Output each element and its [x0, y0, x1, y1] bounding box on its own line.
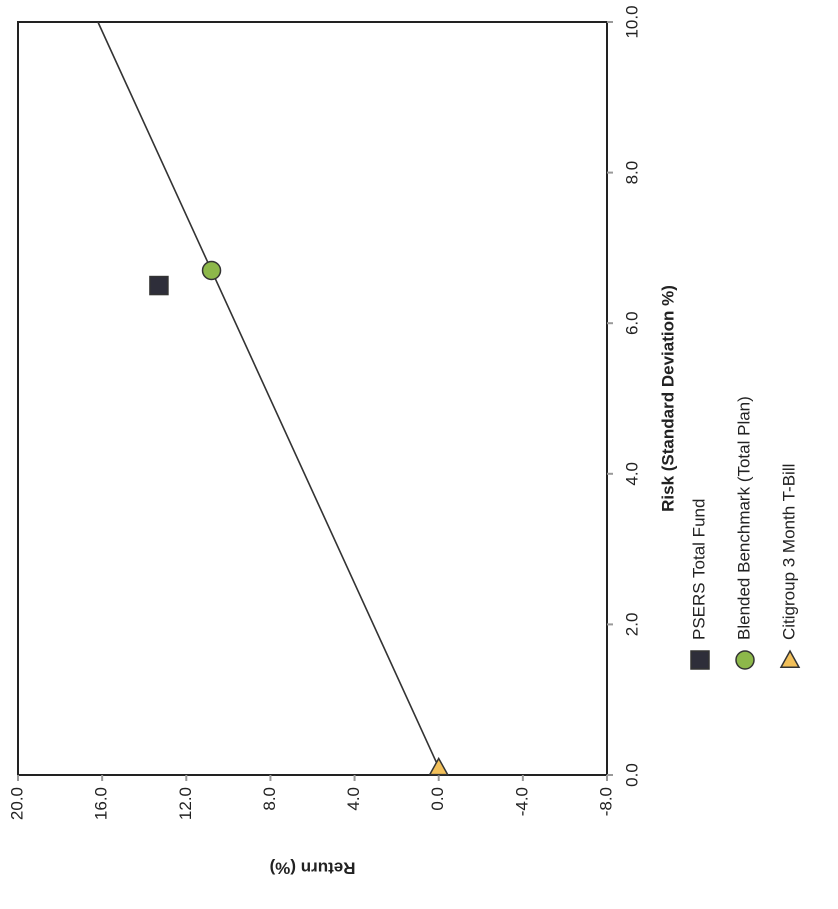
y-tick-label: 20.0: [7, 787, 26, 820]
x-tick-label: 6.0: [622, 311, 641, 335]
capital-market-line: [97, 21, 440, 768]
legend-label: PSERS Total Fund: [689, 499, 708, 640]
x-tick-label: 10.0: [622, 5, 641, 38]
y-tick-label: -4.0: [512, 787, 531, 816]
legend-marker: [735, 650, 755, 670]
plot-frame: [17, 21, 608, 776]
legend-label: Blended Benchmark (Total Plan): [734, 396, 753, 640]
rotated-chart: 0.0 2.0 4.0 6.0 8.0 10.0 -8.0 -4.0 0.0 4.0 8.0 12.0…: [7, 5, 801, 878]
legend-label: Citigroup 3 Month T-Bill: [779, 464, 798, 640]
y-tick-label: 0.0: [428, 787, 447, 811]
marker: [201, 260, 222, 281]
y-tick-label: 12.0: [176, 787, 195, 820]
legend-marker: [690, 650, 710, 670]
marker: [149, 275, 169, 296]
y-tick-label: 4.0: [344, 787, 363, 811]
y-tick-label: 16.0: [92, 787, 111, 820]
x-axis-title: Risk (Standard Deviation %): [658, 285, 677, 512]
x-tick-label: 2.0: [622, 613, 641, 637]
x-tick-label: 8.0: [622, 161, 641, 185]
y-tick-label: 8.0: [260, 787, 279, 811]
x-tick-label: 4.0: [622, 462, 641, 486]
y-tick-label: -8.0: [596, 787, 615, 816]
x-tick-label: 0.0: [622, 763, 641, 787]
legend-marker: [779, 649, 801, 668]
y-axis-title: Return (%): [270, 859, 356, 878]
marker: [428, 756, 449, 776]
